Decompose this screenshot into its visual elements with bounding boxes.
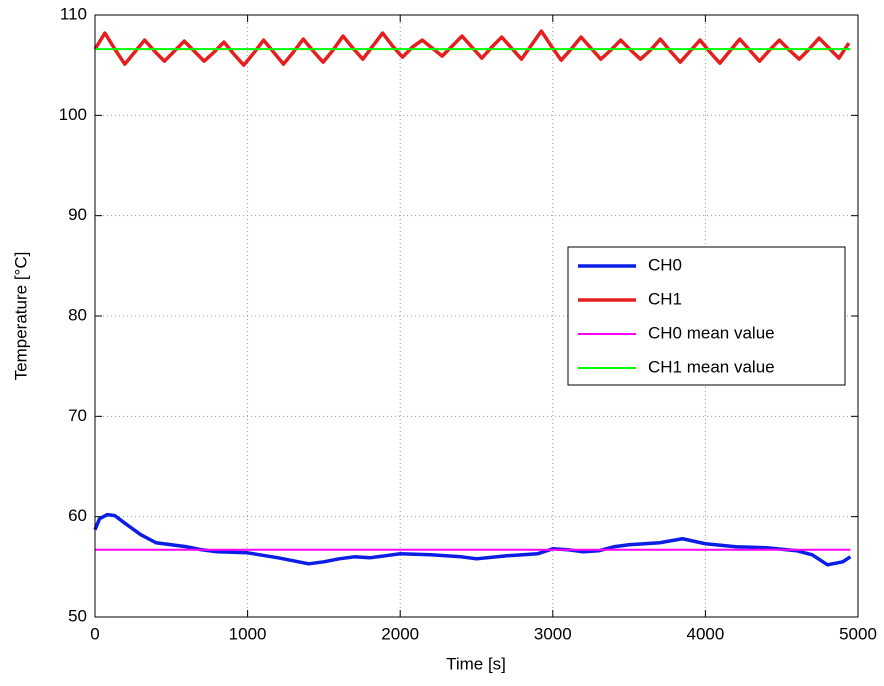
x-axis-label: Time [s]: [446, 654, 506, 673]
legend-label: CH1: [648, 289, 682, 308]
y-tick-label: 80: [68, 305, 87, 324]
series-line: [93, 512, 852, 567]
y-tick-label: 50: [68, 606, 87, 625]
x-tick-label: 2000: [381, 624, 419, 643]
y-tick-label: 90: [68, 205, 87, 224]
series-line: [93, 29, 851, 67]
legend-label: CH1 mean value: [648, 357, 775, 376]
x-tick-label: 5000: [839, 624, 877, 643]
y-axis-label: Temperature [°C]: [11, 252, 30, 381]
y-tick-label: 60: [68, 506, 87, 525]
legend-label: CH0: [648, 255, 682, 274]
plot-frame: [94, 14, 859, 618]
x-tick-label: 1000: [229, 624, 267, 643]
x-tick-label: 4000: [686, 624, 724, 643]
legend: CH0 CH1 CH0 mean value CH1 mean value: [567, 246, 846, 386]
y-tick-label: 70: [68, 406, 87, 425]
y-tick-label: 110: [60, 4, 87, 23]
legend-label: CH0 mean value: [648, 323, 775, 342]
legend-box: [567, 246, 846, 386]
y-tick-label: 100: [59, 105, 87, 124]
x-tick-label: 3000: [534, 624, 572, 643]
x-tick-label: 0: [90, 624, 99, 643]
